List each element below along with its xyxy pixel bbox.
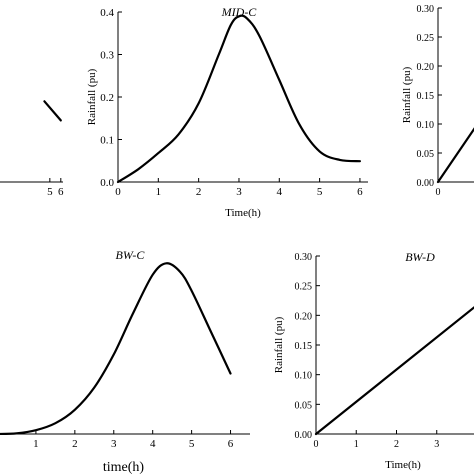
series-line xyxy=(436,127,474,184)
y-tick-label: 0.00 xyxy=(295,430,313,441)
panel-4: 1 2 3 4 5 6 BW-C time(h) xyxy=(0,248,250,474)
x-tick-label: 0 xyxy=(436,187,441,198)
x-tick-label: 4 xyxy=(277,186,283,198)
x-tick-label: 4 xyxy=(150,438,156,450)
x-tick-label: 2 xyxy=(196,186,202,198)
y-tick-label: 0.15 xyxy=(417,91,435,102)
x-tick-label: 2 xyxy=(394,439,399,450)
y-tick-label: 0.25 xyxy=(295,282,313,293)
y-tick-label: 0.25 xyxy=(417,33,435,44)
y-tick-label: 0.10 xyxy=(417,120,435,131)
y-tick-label: 0.05 xyxy=(417,149,435,160)
x-axis-label: time(h) xyxy=(103,460,145,474)
y-axis-label: Rainfall (pu) xyxy=(401,66,413,123)
x-tick-label: 3 xyxy=(236,186,242,198)
x-tick-label: 6 xyxy=(357,186,363,198)
x-tick-label: 3 xyxy=(111,438,117,450)
y-tick-label: 0.20 xyxy=(295,311,313,322)
y-tick-label: 0.00 xyxy=(417,178,435,189)
y-tick-label: 0.10 xyxy=(295,371,313,382)
x-tick-label: 0 xyxy=(115,186,121,198)
y-tick-label: 0.15 xyxy=(295,341,313,352)
series-line xyxy=(0,262,232,436)
x-tick-label: 5 xyxy=(317,186,323,198)
y-axis-label: Rainfall (pu) xyxy=(273,316,285,373)
y-tick-label: 0.05 xyxy=(295,400,313,411)
panel-5: 012340.000.050.100.150.200.250.30BW-DTim… xyxy=(273,250,474,471)
panel-2: 0 1 2 3 4 5 6 0.0 0.1 0.2 0.3 0.4 MID-C Time(h) Rainfa… xyxy=(86,5,368,219)
series-line xyxy=(314,306,474,436)
chart-title: BW-C xyxy=(116,248,146,262)
y-tick-label: 0.0 xyxy=(100,177,114,189)
x-tick-label: 1 xyxy=(354,439,359,450)
y-axis-label: Rainfall (pu) xyxy=(86,68,98,125)
y-tick-label: 0.4 xyxy=(100,7,114,19)
x-axis-label: Time(h) xyxy=(385,459,421,471)
x-tick-label: 2 xyxy=(72,438,78,450)
x-tick-label: 0 xyxy=(314,439,319,450)
x-tick-label: 3 xyxy=(434,439,439,450)
series-line xyxy=(43,100,62,122)
panel-3: 00.00 0.05 0.10 0.15 0.20 0.25 0.30 Rainfall (p… xyxy=(401,4,474,198)
chart-title: MID-C xyxy=(221,5,258,19)
y-tick-label: 0.30 xyxy=(295,252,313,263)
y-tick-label: 0.20 xyxy=(417,62,435,73)
chart-title: BW-D xyxy=(405,250,435,264)
x-axis-label: Time(h) xyxy=(225,207,261,219)
x-tick-label: 6 xyxy=(228,438,234,450)
y-tick-label: 0.1 xyxy=(100,135,114,147)
series-line xyxy=(116,14,361,184)
x-tick-label: 6 xyxy=(58,186,64,198)
x-tick-label: 1 xyxy=(156,186,162,198)
y-tick-label: 0.30 xyxy=(417,4,435,15)
x-tick-label: 5 xyxy=(189,438,195,450)
y-tick-label: 0.2 xyxy=(100,92,114,104)
x-tick-label: 1 xyxy=(33,438,39,450)
y-tick-label: 0.3 xyxy=(100,50,114,62)
x-tick-label: 5 xyxy=(47,186,53,198)
